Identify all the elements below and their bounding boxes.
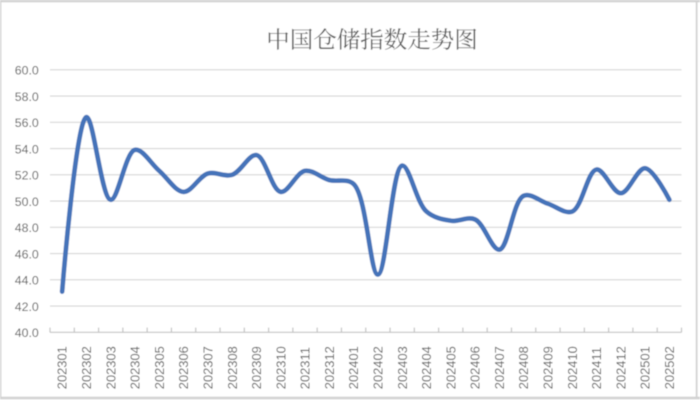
svg-text:202302: 202302 xyxy=(79,346,94,389)
svg-text:56.0: 56.0 xyxy=(15,116,39,130)
svg-text:202311: 202311 xyxy=(298,347,313,389)
svg-text:202306: 202306 xyxy=(176,346,191,389)
svg-text:44.0: 44.0 xyxy=(15,274,39,288)
svg-text:54.0: 54.0 xyxy=(15,142,39,156)
svg-text:202301: 202301 xyxy=(55,346,70,389)
svg-text:202407: 202407 xyxy=(492,346,507,389)
svg-text:58.0: 58.0 xyxy=(15,90,39,104)
svg-text:52.0: 52.0 xyxy=(15,169,39,183)
svg-text:202405: 202405 xyxy=(443,346,458,389)
svg-text:202412: 202412 xyxy=(613,346,628,389)
svg-text:202501: 202501 xyxy=(638,346,653,389)
svg-text:40.0: 40.0 xyxy=(15,326,39,340)
svg-text:202411: 202411 xyxy=(589,347,604,389)
svg-text:202406: 202406 xyxy=(468,346,483,389)
svg-text:202304: 202304 xyxy=(128,346,143,389)
svg-text:202305: 202305 xyxy=(152,346,167,389)
svg-text:202402: 202402 xyxy=(370,346,385,389)
svg-text:202307: 202307 xyxy=(200,346,215,389)
svg-text:202308: 202308 xyxy=(225,346,240,389)
svg-text:202502: 202502 xyxy=(662,346,677,389)
svg-text:202409: 202409 xyxy=(541,346,556,389)
svg-text:60.0: 60.0 xyxy=(15,64,39,78)
svg-text:48.0: 48.0 xyxy=(15,221,39,235)
svg-text:50.0: 50.0 xyxy=(15,195,39,209)
svg-text:202312: 202312 xyxy=(322,346,337,389)
svg-text:202303: 202303 xyxy=(103,346,118,389)
svg-text:202410: 202410 xyxy=(565,346,580,389)
svg-text:202401: 202401 xyxy=(346,346,361,389)
svg-text:46.0: 46.0 xyxy=(15,247,39,261)
svg-text:202309: 202309 xyxy=(249,346,264,389)
svg-text:42.0: 42.0 xyxy=(15,300,39,314)
svg-text:202408: 202408 xyxy=(516,346,531,389)
svg-text:202310: 202310 xyxy=(273,346,288,389)
svg-text:202404: 202404 xyxy=(419,346,434,389)
svg-text:202403: 202403 xyxy=(395,346,410,389)
